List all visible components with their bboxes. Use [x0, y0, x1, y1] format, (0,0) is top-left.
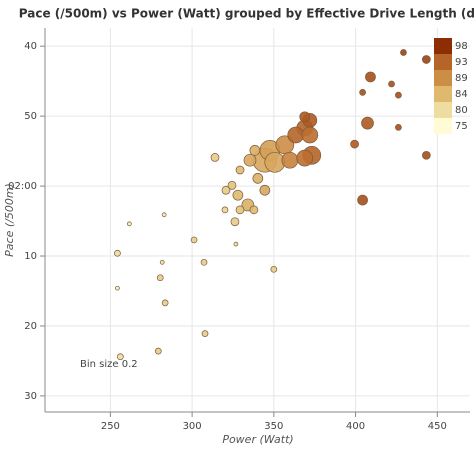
bubble	[299, 111, 311, 123]
bubble	[230, 217, 240, 227]
bubble	[232, 189, 244, 201]
bubble	[350, 139, 359, 149]
annotation: Bin size 0.2	[80, 359, 138, 370]
bubble	[365, 71, 376, 83]
bubble	[190, 236, 198, 244]
bubble	[156, 274, 164, 282]
bubble	[395, 123, 402, 131]
bubble	[154, 347, 162, 355]
colorbar-swatch	[434, 70, 452, 86]
y-tick-label: 30	[24, 391, 37, 402]
bubble	[357, 194, 368, 206]
bubble	[227, 181, 237, 190]
colorbar-swatch	[434, 38, 452, 54]
bubble	[301, 126, 319, 144]
bubble	[117, 353, 124, 361]
colorbar-label: 75	[455, 121, 468, 132]
colorbar-swatch	[434, 54, 452, 70]
bubble	[287, 126, 305, 144]
bubble	[252, 173, 264, 184]
y-tick-label: 10	[24, 251, 37, 262]
colorbar-label: 93	[455, 57, 468, 68]
colorbar-label: 84	[455, 89, 468, 100]
y-tick-label: 50	[24, 111, 37, 122]
bubble	[114, 249, 121, 257]
bubble	[221, 206, 229, 214]
colorbar-swatch	[434, 118, 452, 134]
bubble	[201, 330, 209, 338]
x-tick-label: 250	[101, 421, 120, 432]
colorbar-label: 89	[455, 73, 468, 84]
bubble	[270, 265, 278, 273]
bubble	[159, 259, 165, 265]
bubble	[200, 258, 208, 266]
bubble	[400, 49, 407, 56]
bubble	[422, 55, 431, 64]
colorbar-swatch	[434, 86, 452, 102]
y-tick-label: 40	[24, 41, 37, 52]
bubble	[395, 91, 402, 99]
bubble	[259, 184, 271, 196]
bubble	[235, 205, 245, 215]
bubble	[422, 150, 431, 160]
y-tick-label: 02:00	[8, 181, 37, 192]
x-axis-label: Power (Watt)	[222, 433, 293, 446]
y-tick-label: 20	[24, 321, 37, 332]
bubble	[115, 285, 120, 291]
bubble	[210, 153, 220, 162]
bubble	[388, 80, 395, 88]
bubble	[359, 88, 366, 96]
bubble	[296, 149, 314, 167]
bubble	[161, 299, 169, 307]
bubble	[235, 165, 245, 175]
colorbar-label: 80	[455, 105, 468, 116]
bubble	[233, 241, 239, 247]
y-axis-label: Pace (/500m)	[3, 183, 16, 257]
bubble	[161, 212, 167, 218]
x-tick-label: 350	[264, 421, 283, 432]
bubble	[249, 145, 261, 156]
bubble	[361, 116, 374, 130]
colorbar-label: 98	[455, 41, 468, 52]
bubble	[249, 205, 259, 215]
colorbar-swatch	[434, 102, 452, 118]
bubble	[126, 221, 132, 227]
chart-title: Pace (/500m) vs Power (Watt) grouped by …	[19, 7, 474, 21]
x-tick-label: 300	[183, 421, 202, 432]
bubble	[281, 151, 299, 169]
x-tick-label: 400	[346, 421, 365, 432]
bubble	[221, 185, 231, 195]
bubble	[243, 153, 257, 167]
x-tick-label: 450	[428, 421, 447, 432]
